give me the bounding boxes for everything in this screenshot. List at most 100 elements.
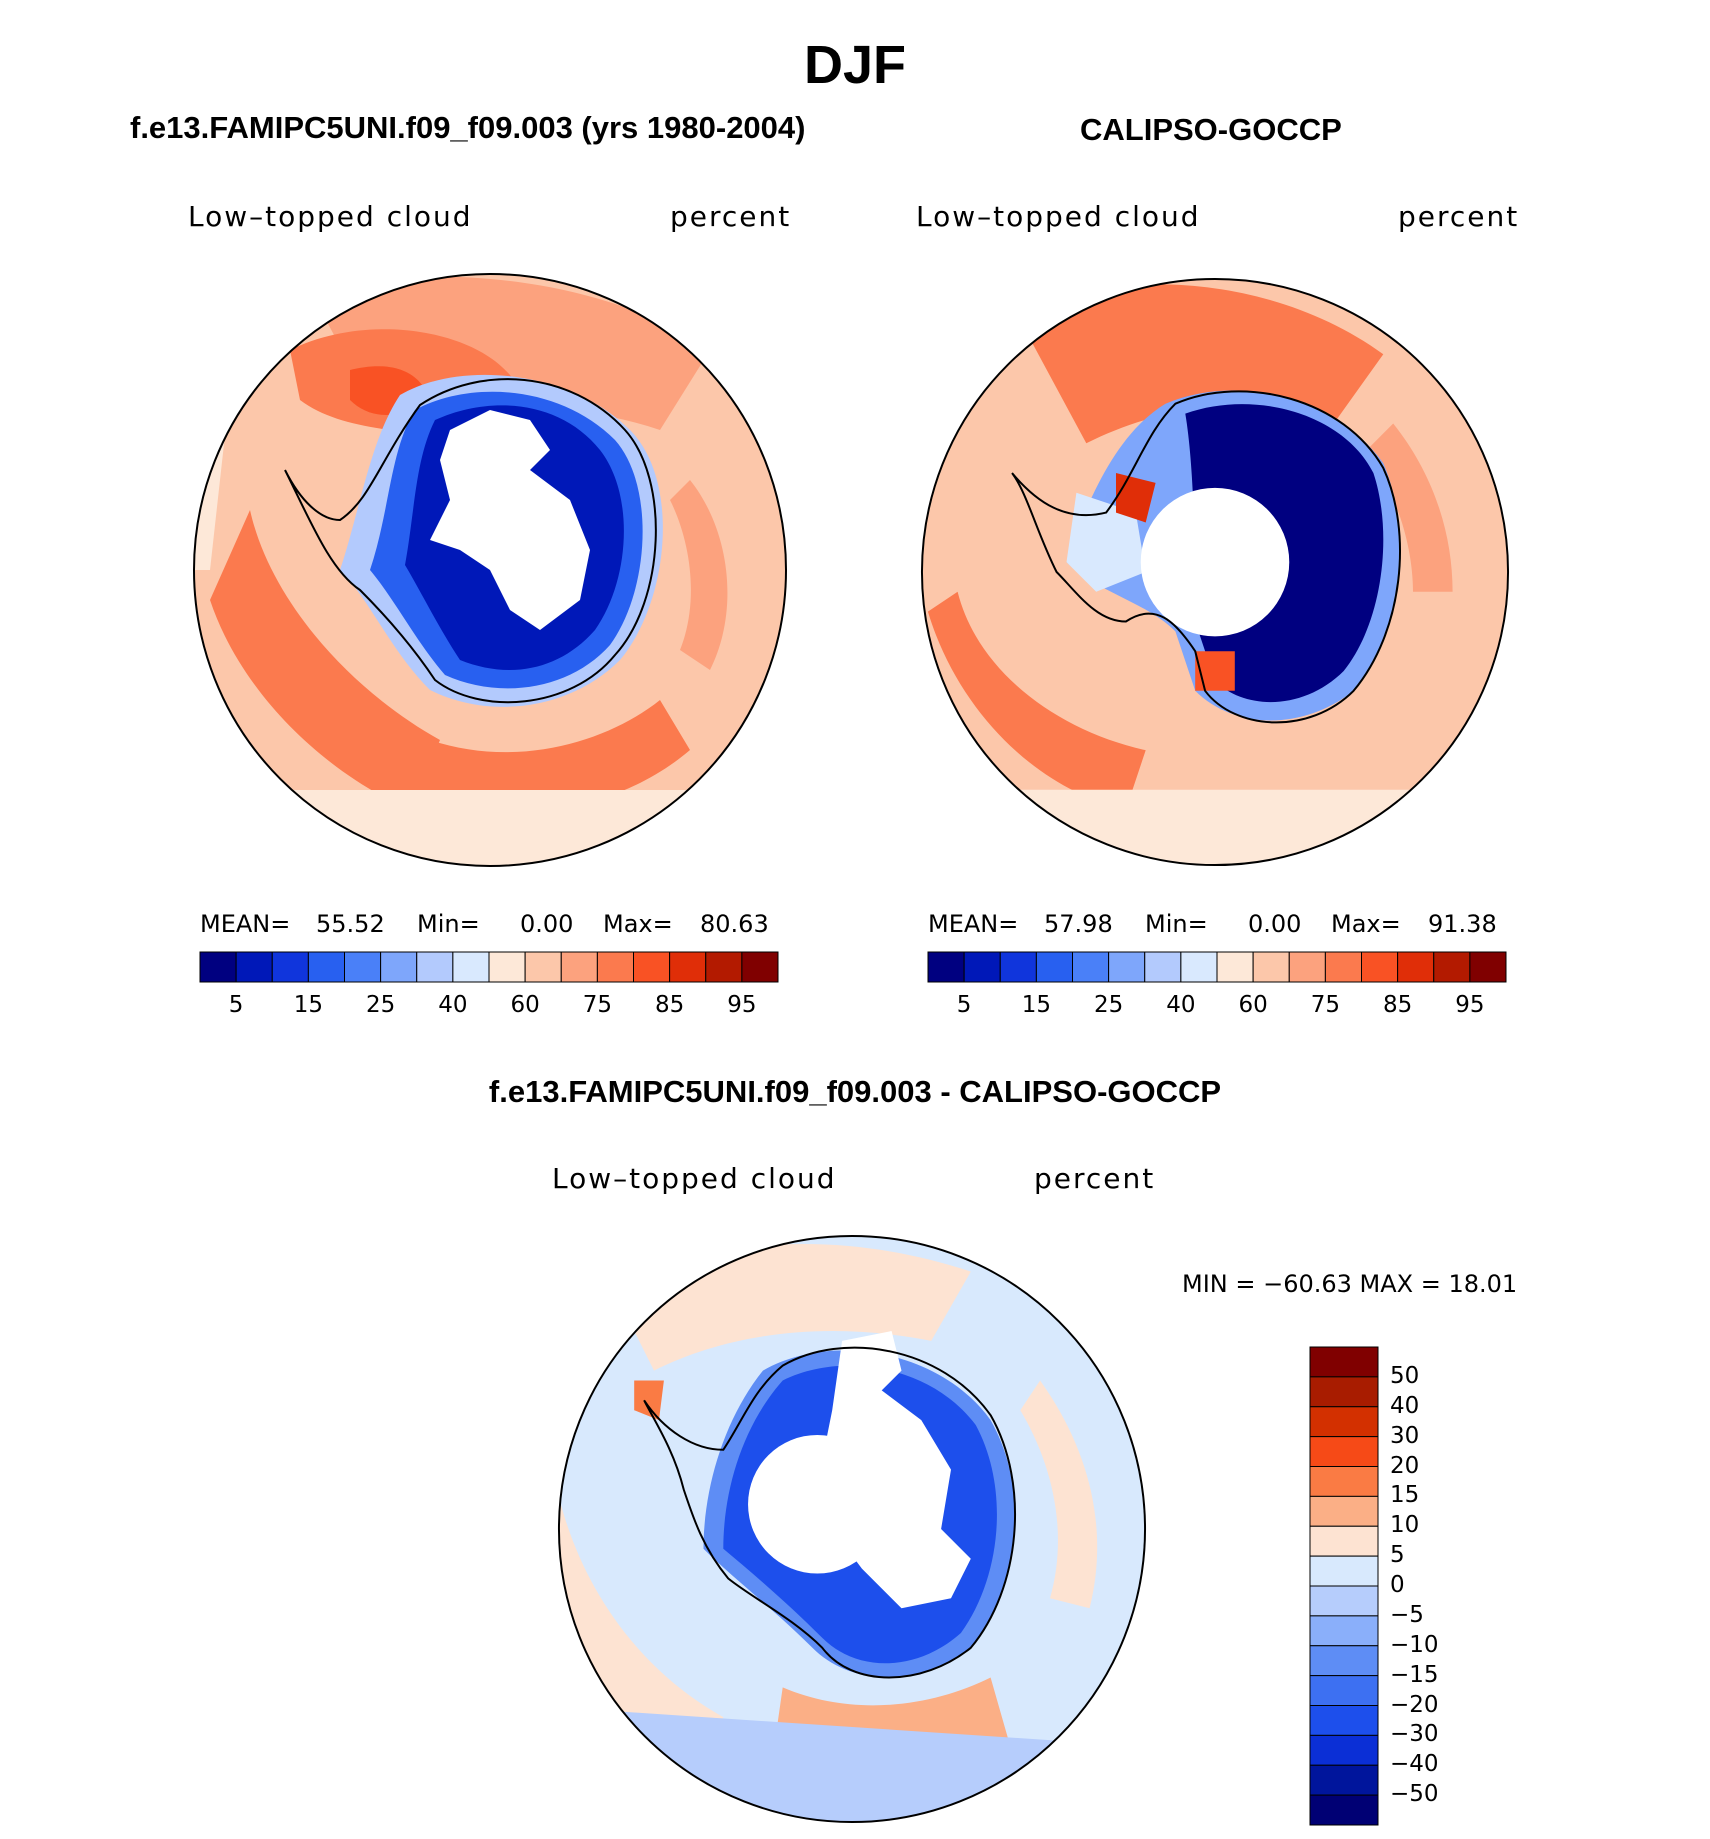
colorbar-swatch [963, 951, 1001, 983]
colorbar-tick-label: 75 [582, 992, 613, 1018]
map-frame [193, 273, 787, 867]
colorbar-tick-label: 85 [654, 992, 685, 1018]
colorbar-tick-label: 5 [956, 992, 972, 1018]
colorbar-swatch [705, 951, 743, 983]
colorbar-swatch [1144, 951, 1182, 983]
colorbar-tick-label: 30 [1390, 1422, 1420, 1449]
difference-panel-title: f.e13.FAMIPC5UNI.f09_f09.003 - CALIPSO-G… [488, 1074, 1222, 1109]
cloud-band [210, 510, 440, 810]
model-mean-label: MEAN= [200, 910, 291, 938]
cloud-band [1195, 651, 1235, 691]
colorbar-swatch [1309, 1495, 1379, 1527]
colorbar-swatch [1309, 1734, 1379, 1766]
cloud-band [634, 1380, 664, 1421]
obs-colorbar-ticks: 5 15 25 40 60 75 85 95 [928, 992, 1506, 1022]
colorbar-swatch [1361, 951, 1399, 983]
colorbar-swatch [307, 951, 345, 983]
colorbar-tick-label: 5 [1390, 1542, 1405, 1569]
colorbar-swatch [1108, 951, 1146, 983]
missing-data-region [1140, 487, 1290, 637]
colorbar-tick-label: 25 [1093, 992, 1124, 1018]
model-polar-map [193, 273, 787, 867]
obs-max-value: 91.38 [1428, 910, 1497, 938]
colorbar-swatch [1309, 1406, 1379, 1438]
colorbar-tick-label: −5 [1390, 1601, 1424, 1628]
colorbar-swatch [596, 951, 634, 983]
colorbar-swatch [1309, 1675, 1379, 1706]
colorbar-tick-label: 15 [293, 992, 324, 1018]
colorbar-swatch [199, 951, 237, 983]
difference-colorbar-ticks: 50 40 30 20 15 10 5 0 −5 −10 −15 −20 −30 −40 −50 [1390, 1347, 1510, 1825]
colorbar-swatch [1309, 1346, 1379, 1378]
colorbar-swatch [1309, 1466, 1379, 1497]
cloud-band [921, 789, 1509, 866]
colorbar-swatch [380, 951, 418, 983]
colorbar-tick-label: 0 [1390, 1572, 1405, 1598]
difference-polar-map [557, 1234, 1147, 1824]
cloud-band [410, 700, 690, 814]
colorbar-swatch [488, 951, 526, 983]
difference-variable-label: Low–topped cloud [552, 1162, 837, 1195]
model-min-value: 0.00 [520, 910, 574, 938]
colorbar-tick-label: 5 [228, 992, 244, 1018]
cloud-band [558, 1479, 724, 1787]
model-mean-value: 55.52 [316, 910, 385, 938]
colorbar-swatch [927, 951, 965, 983]
colorbar-swatch [741, 951, 779, 983]
colorbar-tick-label: 40 [1390, 1392, 1420, 1419]
colorbar-tick-label: 95 [727, 992, 757, 1018]
colorbar-tick-label: 40 [1166, 992, 1196, 1018]
colorbar-swatch [1309, 1615, 1379, 1647]
colorbar-tick-label: 10 [1390, 1512, 1420, 1539]
figure-title: DJF [803, 35, 906, 95]
obs-variable-label: Low–topped cloud [916, 200, 1201, 233]
colorbar-swatch [416, 951, 454, 983]
colorbar-swatch [1180, 951, 1218, 983]
colorbar-swatch [1397, 951, 1435, 983]
obs-panel-title: CALIPSO-GOCCP [1080, 112, 1342, 147]
colorbar-tick-label: 15 [1021, 992, 1052, 1018]
colorbar-tick-label: 60 [1238, 992, 1268, 1018]
colorbar-tick-label: 95 [1455, 992, 1485, 1018]
colorbar-tick-label: −50 [1390, 1781, 1439, 1808]
model-min-label: Min= [417, 910, 480, 938]
colorbar-swatch [452, 951, 490, 983]
cloud-band [1020, 1380, 1098, 1609]
colorbar-tick-label: 20 [1390, 1452, 1420, 1479]
colorbar-swatch [669, 951, 707, 983]
cloud-band [927, 591, 1146, 810]
map-frame [557, 1234, 1147, 1824]
colorbar-swatch [524, 951, 562, 983]
colorbar-swatch [1216, 951, 1254, 983]
difference-units-label: percent [1034, 1162, 1156, 1195]
colorbar-tick-label: 60 [510, 992, 540, 1018]
colorbar-swatch [1309, 1436, 1379, 1467]
colorbar-tick-label: 50 [1390, 1362, 1420, 1389]
coastline [284, 378, 657, 704]
coastline [643, 1346, 1017, 1679]
colorbar-swatch [1252, 951, 1290, 983]
obs-polar-map [920, 277, 1510, 867]
cloud-band [670, 480, 728, 670]
colorbar-tick-label: 15 [1390, 1482, 1420, 1509]
difference-minmax: MIN = −60.63 MAX = 18.01 [1182, 1270, 1518, 1298]
colorbar-swatch [1309, 1764, 1379, 1796]
obs-colorbar [927, 951, 1507, 983]
colorbar-tick-label: −10 [1390, 1631, 1439, 1658]
colorbar-swatch [1072, 951, 1110, 983]
colorbar-swatch [1288, 951, 1326, 983]
colorbar-tick-label: 25 [365, 992, 396, 1018]
model-units-label: percent [670, 200, 792, 233]
colorbar-swatch [1309, 1525, 1379, 1557]
cloud-band [194, 790, 786, 866]
model-max-value: 80.63 [700, 910, 769, 938]
obs-min-label: Min= [1145, 910, 1208, 938]
model-colorbar [199, 951, 779, 983]
colorbar-tick-label: −40 [1390, 1751, 1439, 1778]
colorbar-tick-label: 40 [438, 992, 468, 1018]
colorbar-swatch [1324, 951, 1362, 983]
missing-data-region [748, 1434, 887, 1574]
difference-colorbar [1309, 1346, 1379, 1826]
colorbar-swatch [235, 951, 273, 983]
missing-data-region [430, 410, 590, 630]
